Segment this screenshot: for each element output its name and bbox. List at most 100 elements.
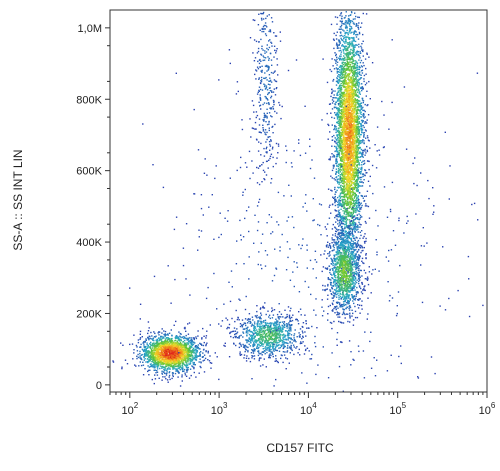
event-dot [301,330,304,332]
event-dot [272,355,274,358]
event-dot [165,338,167,340]
event-dot [180,355,182,358]
event-dot [297,323,300,325]
event-dot [180,354,182,356]
event-dot [154,336,157,338]
event-dot [178,339,180,341]
event-dot [279,340,281,342]
event-dot [355,189,358,191]
event-dot [285,357,287,359]
event-dot [352,39,355,42]
event-dot [163,351,166,353]
event-dot [150,355,152,358]
event-dot [280,345,283,348]
event-dot [263,331,266,334]
event-dot [155,357,157,359]
event-dot [188,353,191,356]
event-dot [341,204,344,207]
event-dot [358,106,360,108]
event-dot [147,370,149,373]
event-dot [175,369,177,371]
event-dot [249,318,251,320]
event-dot [335,160,337,163]
event-dot [291,349,293,352]
event-dot [346,170,349,173]
data-points [112,11,484,392]
event-dot [363,117,365,119]
event-dot [346,99,349,101]
event-dot [358,285,361,287]
event-dot [154,362,156,365]
event-dot [355,197,358,200]
event-dot [298,348,300,351]
event-dot [273,338,276,340]
event-dot [357,24,359,27]
event-dot [170,345,172,347]
event-dot [194,349,196,351]
event-dot [246,341,248,344]
event-dot [162,341,164,344]
event-dot [196,347,199,349]
event-dot [252,345,254,348]
event-dot [165,378,167,380]
event-dot [156,350,158,352]
event-dot [175,355,178,357]
event-dot [143,359,145,361]
event-dot [176,355,179,357]
event-dot [246,327,248,329]
event-dot [143,353,146,355]
event-dot [139,361,141,363]
event-dot [275,326,278,328]
event-dot [352,319,355,321]
event-dot [249,338,251,340]
event-dot [300,341,302,343]
event-dot [190,360,192,363]
event-dot [260,344,263,346]
event-dot [148,359,150,361]
event-dot [264,330,266,332]
event-dot [294,339,296,342]
event-dot [354,180,357,182]
event-dot [150,338,153,340]
event-dot [177,352,179,354]
event-dot [242,346,245,348]
event-dot [285,330,287,332]
event-dot [159,352,161,354]
event-dot [357,16,359,18]
event-dot [157,361,159,363]
event-dot [188,351,190,354]
event-dot [262,343,264,345]
event-dot [247,330,250,332]
event-dot [234,333,236,336]
event-dot [195,336,197,338]
event-dot [147,330,150,332]
event-dot [350,77,352,80]
event-dot [158,363,160,366]
event-dot [161,356,163,358]
event-dot [159,342,161,344]
event-dot [145,349,147,351]
event-dot [354,200,356,202]
event-dot [349,166,351,169]
event-dot [174,372,177,375]
event-dot [352,62,354,65]
event-dot [167,367,170,369]
event-dot [359,50,361,53]
event-dot [340,150,342,152]
event-dot [336,42,338,44]
event-dot [271,341,274,344]
event-dot [360,74,362,76]
event-dot [341,225,343,228]
event-dot [346,102,349,104]
event-dot [199,365,201,368]
event-dot [153,345,155,347]
event-dot [278,318,280,320]
event-dot [165,343,167,346]
event-dot [202,360,204,362]
event-dot [179,346,181,348]
event-dot [342,137,345,139]
event-dot [175,320,177,323]
event-dot [183,335,185,338]
event-dot [154,378,157,380]
event-dot [259,337,261,339]
